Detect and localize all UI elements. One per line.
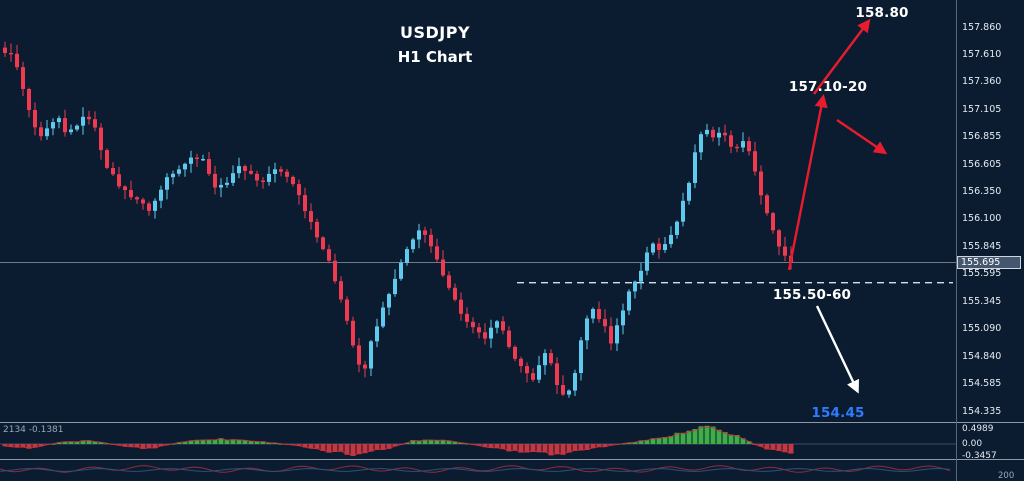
symbol-title: USDJPY bbox=[399, 23, 471, 42]
annotation-arrow-white bbox=[815, 305, 859, 394]
annotation-arrow-red bbox=[787, 94, 828, 271]
chart-title-block: USDJPY H1 Chart bbox=[330, 20, 540, 69]
annotation-arrow-red bbox=[813, 18, 871, 95]
annotation-arrow-red bbox=[836, 119, 888, 155]
timeframe-title: H1 Chart bbox=[397, 48, 473, 66]
bottom-indicator-line-2 bbox=[0, 468, 951, 472]
macd-histogram bbox=[0, 425, 956, 456]
candles-layer bbox=[3, 41, 793, 398]
macd-signal-line bbox=[4, 426, 792, 456]
bottom-indicator-line bbox=[0, 465, 951, 473]
